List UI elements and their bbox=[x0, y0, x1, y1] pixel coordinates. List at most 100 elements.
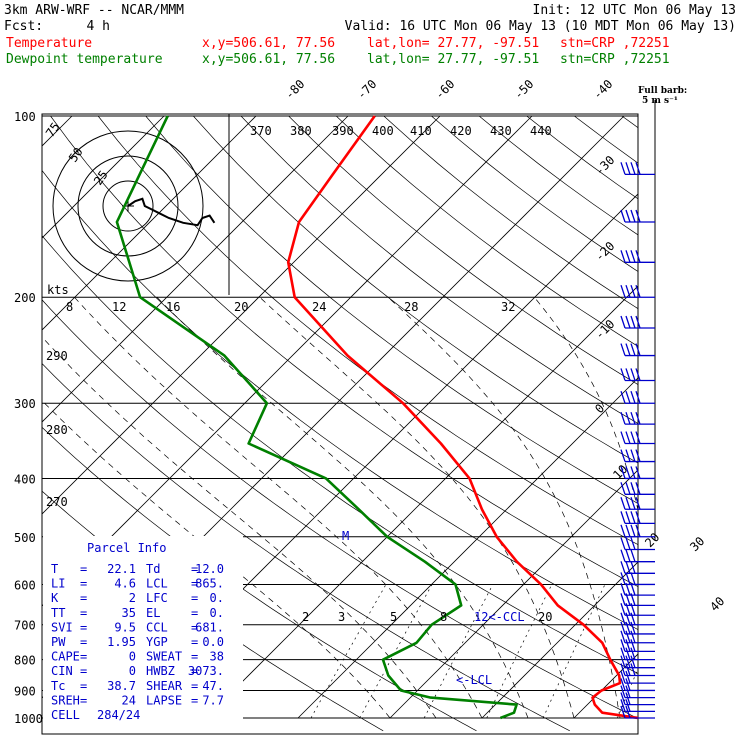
wind-barb bbox=[620, 549, 655, 563]
parcel-equals: = bbox=[80, 664, 87, 678]
isotherm-line bbox=[389, 469, 638, 719]
mixing-ratio-label: 3 bbox=[338, 610, 345, 624]
wind-barb bbox=[620, 537, 655, 551]
parcel-param-label: Td bbox=[146, 562, 160, 576]
hodograph-speed-label: 32 bbox=[501, 300, 515, 314]
isotherm-label: 40 bbox=[707, 594, 727, 614]
ccl-marker: 12<-CCL bbox=[474, 610, 525, 624]
wind-barb bbox=[620, 670, 655, 684]
parcel-equals: = bbox=[80, 650, 87, 664]
xy-readout-dewpoint: x,y=506.61, 77.56 bbox=[202, 52, 335, 67]
dry-adiabat-line bbox=[288, 115, 638, 386]
wind-barb bbox=[620, 561, 655, 574]
wind-barb bbox=[620, 411, 655, 425]
parcel-param-label: LAPSE bbox=[146, 693, 182, 707]
parcel-equals: = bbox=[191, 693, 198, 707]
model-title: 3km ARW-WRF -- NCAR/MMM bbox=[4, 3, 184, 18]
pressure-tick-label: 500 bbox=[14, 531, 36, 545]
wind-barb bbox=[620, 431, 655, 445]
parcel-param-label: SWEAT bbox=[146, 650, 182, 664]
parcel-param-value: 7.7 bbox=[202, 693, 224, 707]
isotherm-label: -60 bbox=[432, 77, 457, 102]
isotherm-label: -50 bbox=[511, 77, 536, 102]
wind-barb bbox=[620, 524, 655, 538]
parcel-equals: = bbox=[80, 562, 87, 576]
wind-barb bbox=[620, 572, 655, 586]
isotherm-label: -80 bbox=[282, 77, 307, 102]
isotherm-line bbox=[42, 115, 257, 331]
mixing-ratio-line bbox=[617, 668, 638, 719]
isotherm-label: 30 bbox=[687, 534, 707, 554]
dry-adiabat-line bbox=[240, 115, 638, 424]
parcel-param-value: 9.5 bbox=[114, 620, 136, 634]
pressure-tick-label: 200 bbox=[14, 291, 36, 305]
moist-adiabat-line bbox=[42, 336, 437, 719]
mixing-ratio-label: 8 bbox=[440, 610, 447, 624]
mixing-ratio-label: 20 bbox=[538, 610, 552, 624]
barb-legend-title: Full barb: bbox=[638, 86, 687, 96]
parcel-param-label: Tc bbox=[51, 679, 65, 693]
theta-label: 400 bbox=[372, 124, 394, 138]
isotherm-line bbox=[42, 115, 349, 423]
dewpoint-trace bbox=[115, 115, 518, 720]
hodograph-speed-label: 24 bbox=[312, 300, 326, 314]
moist-adiabat-line bbox=[387, 296, 621, 719]
parcel-param-label: CAPE bbox=[51, 650, 80, 664]
forecast-label: Fcst: bbox=[4, 19, 43, 34]
parcel-param-value: 0 bbox=[129, 664, 136, 678]
pressure-tick-label: 100 bbox=[14, 110, 36, 124]
wind-barb bbox=[620, 285, 655, 298]
mixing-ratio-line bbox=[310, 584, 387, 719]
forecast-hours: 4 h bbox=[87, 19, 110, 34]
moist-adiabat-line bbox=[259, 296, 575, 719]
diagram-grid bbox=[42, 115, 638, 732]
parcel-info-panel: Parcel Info T = 22.1 Td =12.0LI = 4.6 LCL =865.K… bbox=[43, 536, 243, 732]
theta-label-lower: 280 bbox=[46, 423, 68, 437]
isotherm-label: -20 bbox=[592, 239, 617, 264]
isotherm-label: -10 bbox=[592, 317, 617, 342]
isotherm-line bbox=[297, 377, 638, 719]
theta-label: 380 bbox=[290, 124, 312, 138]
parcel-param-value: 47. bbox=[202, 679, 224, 693]
parcel-param-value: 0.0 bbox=[202, 635, 224, 649]
hodograph-ring bbox=[52, 130, 204, 282]
temperature-legend: Temperature bbox=[6, 36, 92, 51]
wind-barb bbox=[620, 482, 655, 495]
parcel-param-label: CCL bbox=[146, 620, 168, 634]
wind-barb bbox=[620, 685, 655, 699]
mixing-ratio-label: 2 bbox=[302, 610, 309, 624]
pressure-tick-label: 900 bbox=[14, 684, 36, 698]
parcel-param-label: PW bbox=[51, 635, 66, 649]
dewpoint-legend: Dewpoint temperature bbox=[6, 52, 163, 67]
parcel-info-title: Parcel Info bbox=[87, 541, 166, 555]
parcel-equals: = bbox=[191, 577, 198, 591]
parcel-param-value: 12.0 bbox=[195, 562, 224, 576]
mixing-ratio-line bbox=[486, 584, 553, 719]
theta-label-lower: 270 bbox=[46, 495, 68, 509]
pressure-tick-label: 600 bbox=[14, 578, 36, 592]
wind-barb bbox=[620, 466, 655, 480]
pressure-tick-label: 700 bbox=[14, 619, 36, 633]
latlon-readout-dewpoint: lat,lon= 27.77, -97.51 bbox=[367, 52, 539, 67]
isotherm-line bbox=[42, 115, 441, 515]
pressure-tick-label: 800 bbox=[14, 654, 36, 668]
wind-barb bbox=[620, 343, 655, 357]
parcel-equals: = bbox=[80, 620, 87, 634]
parcel-param-value: 22.1 bbox=[107, 562, 136, 576]
wind-barb bbox=[620, 368, 655, 382]
isotherm-label: 20 bbox=[642, 530, 662, 550]
parcel-equals: = bbox=[80, 693, 87, 707]
wind-barb bbox=[620, 449, 655, 463]
wind-barb bbox=[620, 497, 655, 510]
theta-label: 420 bbox=[450, 124, 472, 138]
isotherm-line bbox=[205, 285, 638, 719]
parcel-equals: = bbox=[191, 635, 198, 649]
wind-barb bbox=[620, 315, 655, 329]
parcel-param-value: 0. bbox=[210, 606, 224, 620]
mixing-ratio-line bbox=[359, 584, 433, 719]
theta-label: 370 bbox=[250, 124, 272, 138]
parcel-param-value: 38 bbox=[210, 650, 224, 664]
parcel-param-value: 284/24 bbox=[97, 708, 140, 722]
